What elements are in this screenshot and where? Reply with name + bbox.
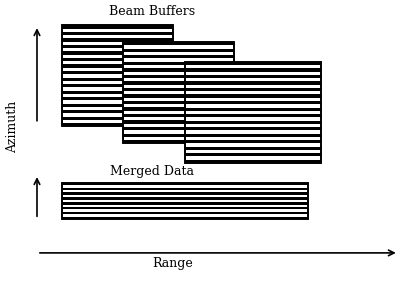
Bar <box>62 84 173 87</box>
Bar <box>62 51 173 55</box>
Bar <box>123 94 234 98</box>
Bar <box>123 81 234 85</box>
Bar <box>185 140 321 143</box>
Bar <box>185 121 321 124</box>
Text: Merged Data: Merged Data <box>110 165 194 178</box>
Bar <box>123 42 234 46</box>
Bar <box>62 183 308 185</box>
Bar <box>185 114 321 117</box>
Bar <box>185 153 321 157</box>
Bar <box>62 25 173 29</box>
Bar <box>123 107 234 111</box>
Bar <box>123 121 234 124</box>
Bar <box>62 25 173 126</box>
Text: Beam Buffers: Beam Buffers <box>109 5 195 18</box>
Bar <box>62 183 308 219</box>
Bar <box>123 88 234 91</box>
Bar <box>123 49 234 52</box>
Bar <box>185 62 321 163</box>
Bar <box>185 75 321 78</box>
Bar <box>185 68 321 72</box>
Bar <box>62 97 173 100</box>
Bar <box>62 187 308 190</box>
Text: Azimuth: Azimuth <box>6 100 19 153</box>
Bar <box>123 68 234 72</box>
Bar <box>185 127 321 130</box>
Bar <box>62 183 308 219</box>
Bar <box>185 62 321 65</box>
Bar <box>62 90 173 94</box>
Bar <box>123 62 234 65</box>
Bar <box>62 32 173 35</box>
Bar <box>62 197 308 200</box>
Bar <box>62 71 173 74</box>
Bar <box>62 207 308 209</box>
Bar <box>185 108 321 111</box>
Bar <box>62 38 173 42</box>
Bar <box>185 101 321 104</box>
Bar <box>123 133 234 137</box>
Bar <box>185 81 321 85</box>
Bar <box>185 88 321 91</box>
Bar <box>62 25 173 126</box>
Bar <box>123 42 234 143</box>
Bar <box>185 62 321 163</box>
Bar <box>123 127 234 130</box>
Bar <box>62 58 173 61</box>
Bar <box>62 192 308 195</box>
Bar <box>62 110 173 114</box>
Bar <box>123 55 234 58</box>
Bar <box>62 212 308 214</box>
Bar <box>123 140 234 143</box>
Bar <box>123 101 234 104</box>
Bar <box>62 123 173 126</box>
Text: Range: Range <box>152 257 193 270</box>
Bar <box>123 75 234 78</box>
Bar <box>62 104 173 107</box>
Bar <box>62 217 308 219</box>
Bar <box>62 78 173 81</box>
Bar <box>123 114 234 117</box>
Bar <box>185 133 321 137</box>
Bar <box>185 147 321 150</box>
Bar <box>185 94 321 98</box>
Bar <box>185 160 321 163</box>
Bar <box>123 42 234 143</box>
Bar <box>62 117 173 120</box>
Bar <box>62 64 173 68</box>
Bar <box>62 202 308 205</box>
Bar <box>62 45 173 48</box>
